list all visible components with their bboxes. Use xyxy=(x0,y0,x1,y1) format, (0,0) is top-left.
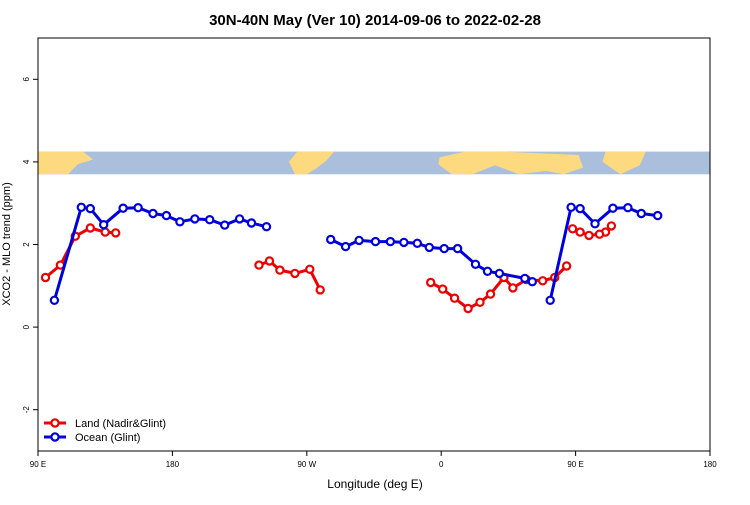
data-point xyxy=(561,261,572,271)
y-axis: -2 0 2 4 6 xyxy=(22,77,38,414)
data-point xyxy=(449,293,460,303)
map-land-shape xyxy=(38,151,93,175)
series-layer xyxy=(40,202,663,314)
data-point xyxy=(76,202,87,212)
data-point xyxy=(566,202,576,212)
x-tick-label: 180 xyxy=(703,460,717,469)
series-line xyxy=(548,205,658,301)
map-land-shape xyxy=(288,151,335,175)
y-tick-label: 2 xyxy=(22,242,31,247)
data-point xyxy=(567,224,578,234)
x-tick-label: 0 xyxy=(439,460,444,469)
data-point xyxy=(246,218,257,228)
data-point xyxy=(161,210,172,221)
data-point xyxy=(623,202,633,213)
data-point xyxy=(508,283,518,293)
data-point xyxy=(438,284,448,294)
data-point xyxy=(439,243,449,254)
data-point xyxy=(85,203,96,214)
data-point xyxy=(475,297,485,307)
data-point xyxy=(545,295,555,305)
data-point xyxy=(608,203,618,213)
data-point xyxy=(148,208,158,219)
legend: Land (Nadir&Glint) Ocean (Glint) xyxy=(44,418,166,444)
y-axis-label: XCO2 - MLO trend (ppm) xyxy=(1,182,13,305)
data-point xyxy=(264,256,275,266)
data-point xyxy=(100,227,110,237)
data-point xyxy=(538,276,548,286)
legend-label: Land (Nadir&Glint) xyxy=(75,418,166,430)
data-point xyxy=(190,214,200,224)
x-tick-label: 90 E xyxy=(30,460,46,469)
data-point xyxy=(520,273,530,284)
data-point xyxy=(482,266,493,276)
data-point xyxy=(305,264,315,274)
data-point xyxy=(527,277,538,287)
data-point xyxy=(175,217,185,227)
series-ocean xyxy=(49,202,663,305)
y-tick-label: 6 xyxy=(22,77,31,82)
x-tick-label: 90 E xyxy=(567,460,583,469)
data-point xyxy=(234,214,245,224)
world-map-strip xyxy=(38,151,710,175)
data-point xyxy=(575,227,585,237)
data-point xyxy=(49,295,60,305)
data-point xyxy=(275,265,285,275)
data-point xyxy=(204,214,215,225)
x-axis: 90 E 180 90 W 0 90 E 180 xyxy=(30,451,717,469)
data-point xyxy=(40,272,51,283)
legend-label: Ocean (Glint) xyxy=(75,432,140,444)
data-point xyxy=(98,219,109,230)
data-point xyxy=(606,221,617,231)
x-tick-label: 90 W xyxy=(297,460,316,469)
map-land-shape xyxy=(438,151,584,175)
data-point xyxy=(584,230,594,241)
chart-title: 30N-40N May (Ver 10) 2014-09-06 to 2022-… xyxy=(209,12,541,29)
y-tick-label: 4 xyxy=(22,159,31,164)
data-point xyxy=(452,243,463,254)
map-land-shape xyxy=(602,151,646,175)
data-point xyxy=(133,202,143,213)
data-point xyxy=(636,208,647,219)
x-tick-label: 180 xyxy=(166,460,180,469)
data-point xyxy=(653,210,663,221)
data-point xyxy=(412,238,422,248)
data-point xyxy=(399,237,409,248)
legend-swatch-marker xyxy=(50,418,60,428)
data-point xyxy=(463,303,473,314)
data-point xyxy=(261,221,272,232)
data-point xyxy=(590,219,600,229)
data-point xyxy=(315,285,325,295)
series-line xyxy=(52,205,267,301)
data-point xyxy=(370,236,381,247)
data-point xyxy=(494,268,505,279)
data-point xyxy=(290,268,300,279)
data-point xyxy=(110,228,121,238)
data-point xyxy=(594,229,605,239)
data-point xyxy=(485,289,496,299)
data-point xyxy=(254,260,264,270)
data-point xyxy=(426,277,436,288)
data-point xyxy=(85,223,96,233)
data-point xyxy=(575,203,585,214)
data-point xyxy=(219,220,230,230)
data-point xyxy=(326,234,336,245)
data-point xyxy=(118,203,128,213)
data-point xyxy=(340,241,351,252)
data-point xyxy=(470,259,481,269)
data-point xyxy=(424,242,434,253)
x-axis-label: Longitude (deg E) xyxy=(327,477,422,491)
data-point xyxy=(385,236,396,247)
legend-swatch-marker xyxy=(50,432,60,442)
data-point xyxy=(354,235,364,246)
y-tick-label: 0 xyxy=(22,324,31,329)
y-tick-label: -2 xyxy=(22,406,31,414)
